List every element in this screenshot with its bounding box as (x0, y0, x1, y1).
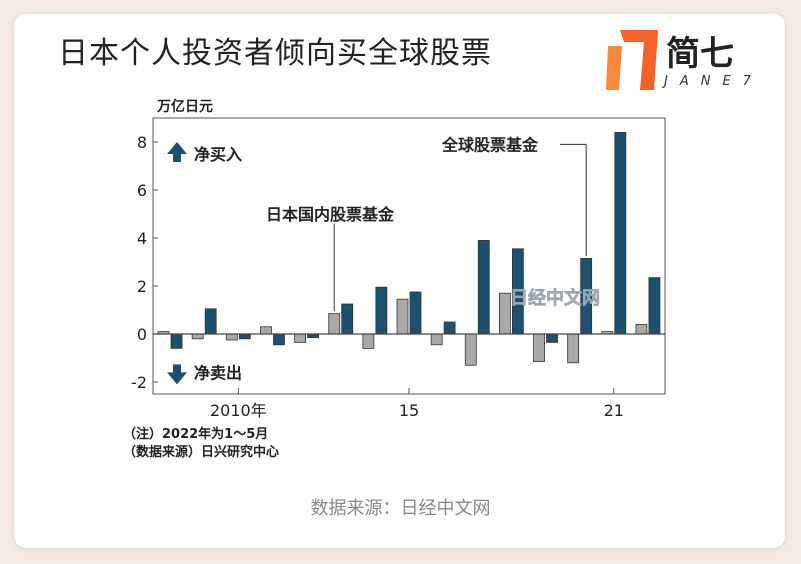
chart-note: （注）2022年为1～5月 (123, 426, 268, 442)
source-caption: 数据来源：日经中文网 (310, 498, 491, 519)
watermark: 日经中文网 (510, 287, 600, 309)
legend-net-buy: 净买入 (194, 145, 242, 164)
x-tick-label: 21 (604, 401, 624, 420)
bar-global-2017 (477, 239, 490, 335)
y-tick-label: 0 (137, 325, 147, 344)
y-tick-label: 8 (137, 133, 147, 152)
bar-domestic-2014 (362, 333, 375, 349)
y-tick-label: 4 (137, 229, 147, 248)
annotation-global: 全球股票基金 (441, 135, 539, 154)
y-tick-label: 2 (137, 277, 147, 296)
bar-domestic-2017 (464, 333, 477, 366)
bar-global-2013 (341, 303, 354, 335)
bar-global-2015 (409, 291, 422, 335)
y-tick-label: -2 (131, 373, 147, 392)
bar-domestic-2022 (635, 323, 648, 335)
legend-net-sell: 净卖出 (194, 363, 242, 382)
bar-domestic-2012 (294, 333, 307, 343)
bar-global-2008 (170, 333, 183, 349)
bar-global-2011 (273, 333, 285, 346)
bar-domestic-2018 (498, 292, 511, 335)
bar-domestic-2016 (430, 333, 443, 346)
bar-global-2016 (443, 321, 456, 335)
bar-domestic-2011 (260, 326, 272, 335)
annotation-domestic: 日本国内股票基金 (266, 205, 395, 224)
bar-global-2014 (375, 286, 388, 335)
bar-global-2021 (614, 132, 627, 335)
arrow-down-icon (167, 364, 187, 385)
page-title: 日本个人投资者倾向买全球股票 (58, 36, 492, 71)
bar-domestic-2015 (396, 298, 409, 335)
bar-global-2019 (546, 333, 558, 343)
x-tick-label: 15 (399, 401, 419, 420)
bar-domestic-2020 (567, 333, 580, 364)
brand-logo: 简七 JANE7 (604, 26, 774, 94)
chart-panel: -2 0 2 4 6 8 万亿日元 2010年 15 21 净买入净卖出 日本国内股票基金 全球股票基… (117, 96, 681, 477)
logo-mark-icon (606, 30, 658, 90)
bar-domestic-2019 (533, 333, 545, 363)
y-tick-label: 6 (137, 181, 147, 200)
bar-domestic-2013 (328, 313, 341, 335)
logo-text: 简七 (666, 34, 734, 74)
y-unit-label: 万亿日元 (156, 98, 213, 115)
chart-note: （数据来源）日兴研究中心 (123, 444, 279, 460)
arrow-up-icon (167, 142, 187, 162)
bar-global-2022 (648, 277, 661, 335)
bar-global-2009 (204, 308, 217, 335)
bar-global-2010 (238, 333, 251, 340)
logo-subtext: JANE7 (664, 74, 763, 89)
bar-domestic-2010 (225, 333, 238, 341)
bar-domestic-2009 (191, 333, 204, 340)
x-tick-label: 2010年 (210, 401, 267, 420)
